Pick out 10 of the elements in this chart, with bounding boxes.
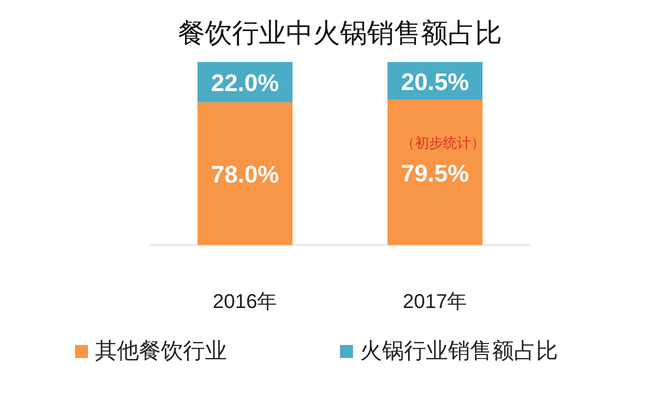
data-label: 22.0% (210, 70, 280, 98)
data-label: 20.5% (400, 68, 470, 96)
annotation: （初步统计） (401, 134, 485, 151)
legend-label: 火锅行业销售额占比 (360, 338, 558, 363)
legend-label: 其他餐饮行业 (95, 338, 227, 363)
data-label: 78.0% (210, 162, 280, 189)
x-tick-label: 2017年 (402, 291, 468, 313)
x-tick-label: 2016年 (212, 291, 278, 313)
data-label: 79.5% (400, 160, 470, 188)
chart-title: 餐饮行业中火锅销售额占比 (178, 18, 502, 48)
